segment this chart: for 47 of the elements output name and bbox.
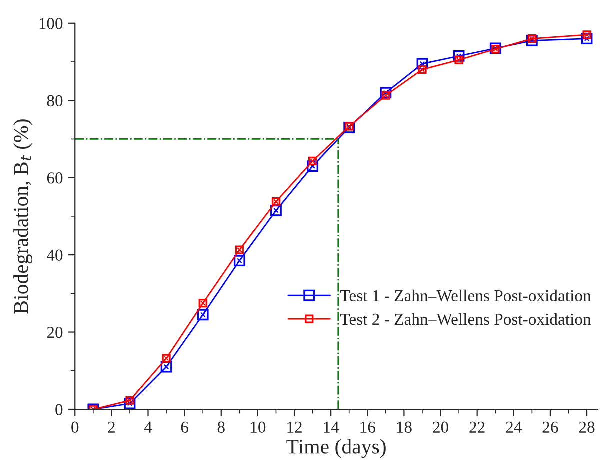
x-tick-label: 16 [360,422,376,434]
x-tick-label: 22 [470,422,485,433]
point [453,50,465,62]
y-tick-label: 40 [46,250,63,262]
x-tick-label: 14 [324,422,340,433]
y-axis-title: Biodegradation, B$_{t}$ (%) [14,120,33,314]
x-axis-title: Time (days) [286,439,386,458]
y-tick-label: 0 [56,404,63,416]
x-tick-label: 18 [397,422,412,434]
point [418,65,427,74]
point [382,91,390,100]
point [581,33,593,45]
point [308,156,318,166]
point [198,299,208,308]
x-tick-label: 12 [288,422,302,433]
point [235,246,244,254]
point [124,398,136,410]
x-tick-label: 2 [108,422,115,433]
y-tick-label: 80 [47,95,63,107]
point [526,35,538,46]
point [582,30,592,40]
point [272,197,281,206]
y-tick-label: 60 [47,172,63,184]
x-tick-label: 24 [506,422,522,433]
legend-label: Test 1 - Zahn–Wellens Post-oxidation [340,290,592,302]
x-tick-label: 26 [542,422,558,434]
x-tick-label: 6 [181,422,188,434]
y-tick-label: 100 [40,18,63,30]
x-tick-label: 20 [433,422,448,434]
x-tick-label: 10 [251,422,266,434]
x-tick-label: 4 [144,422,152,433]
x-tick-label: 28 [579,422,595,434]
point [162,354,171,363]
x-tick-label: 0 [72,422,79,434]
x-tick-label: 8 [218,422,225,434]
point [380,87,392,99]
point [416,58,428,70]
point [528,34,536,44]
y-tick-label: 20 [47,326,63,338]
point [454,56,464,64]
point [307,160,318,172]
point [345,122,354,131]
point [234,255,246,267]
point [126,396,134,405]
point [270,204,282,216]
legend-label: Test 2 - Zahn–Wellens Post-oxidation [340,313,592,326]
point [197,309,209,321]
